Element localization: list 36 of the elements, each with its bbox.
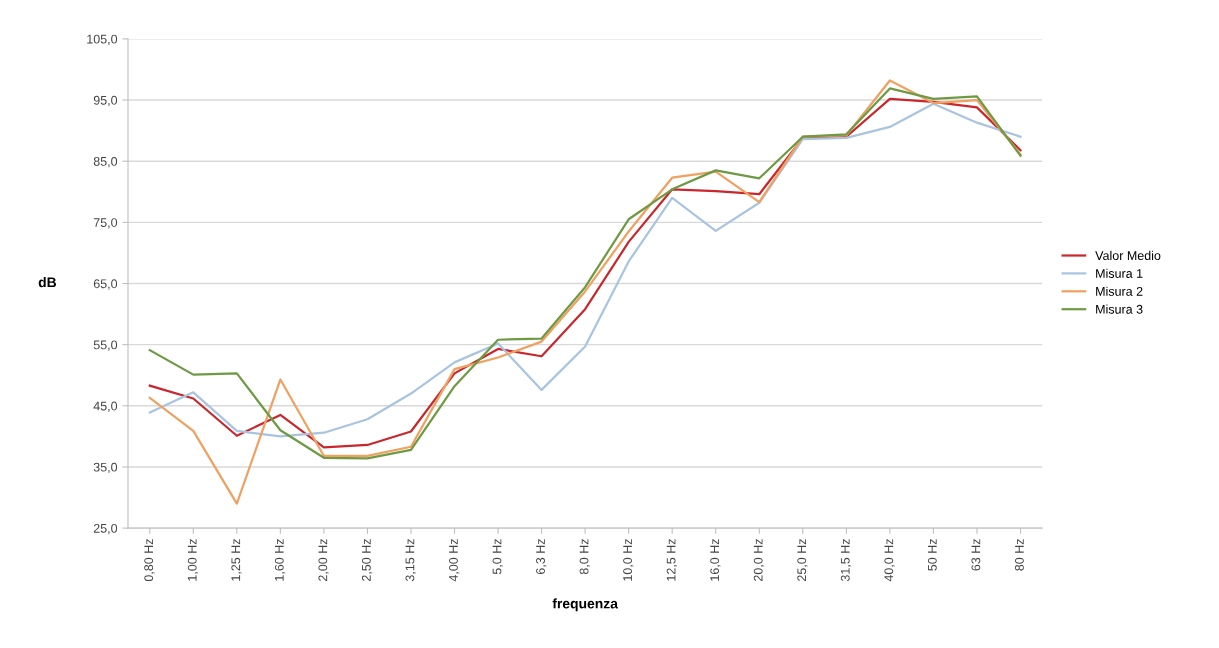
x-tick-label: 1,00 Hz — [187, 539, 199, 581]
x-tick-label: 31,5 Hz — [840, 539, 852, 582]
x-tick-label: 16,0 Hz — [710, 539, 721, 581]
x-tick-label: 20,0 Hz — [753, 539, 765, 581]
y-tick-label: 85,0 — [93, 156, 118, 168]
x-tick-label: 8,0 Hz — [579, 539, 590, 575]
y-tick-label: 45,0 — [93, 401, 118, 412]
x-tick-label: 6,3 Hz — [536, 539, 547, 575]
x-tick-label: 40,0 Hz — [884, 539, 895, 582]
x-tick-label: 4,00 Hz — [449, 539, 460, 582]
y-axis-title: dB — [38, 277, 57, 288]
y-tick-label: 95,0 — [93, 95, 118, 107]
x-tick-label: 2,00 Hz — [318, 539, 329, 581]
y-tick-label: 105,0 — [87, 34, 118, 46]
y-tick-label: 75,0 — [93, 218, 118, 229]
x-tick-label: 2,50 Hz — [361, 539, 373, 581]
legend-label: Misura 3 — [1096, 304, 1143, 314]
x-tick-label: 50 Hz — [927, 539, 937, 571]
x-tick-label: 10,0 Hz — [623, 539, 634, 581]
x-tick-label: 5,0 Hz — [492, 539, 503, 575]
x-tick-label: 12,5 Hz — [666, 539, 678, 581]
x-tick-label: 1,25 Hz — [231, 539, 242, 581]
y-tick-label: 35,0 — [93, 462, 118, 474]
x-tick-label: 1,60 Hz — [274, 539, 286, 581]
x-tick-label: 25,0 Hz — [797, 539, 808, 581]
legend-label: Valor Medio — [1095, 250, 1161, 260]
y-tick-label: 65,0 — [93, 279, 118, 290]
x-tick-label: 3,15 Hz — [405, 539, 416, 582]
y-tick-label: 55,0 — [93, 340, 118, 351]
x-tick-label: 80 Hz — [1014, 539, 1024, 571]
x-tick-label: 0,80 Hz — [144, 539, 155, 582]
x-tick-label: 63 Hz — [971, 539, 981, 571]
legend-label: Misura 2 — [1096, 286, 1143, 296]
y-tick-label: 25,0 — [93, 523, 118, 535]
legend-label: Misura 1 — [1096, 268, 1143, 278]
x-axis-title: frequenza — [552, 598, 619, 612]
